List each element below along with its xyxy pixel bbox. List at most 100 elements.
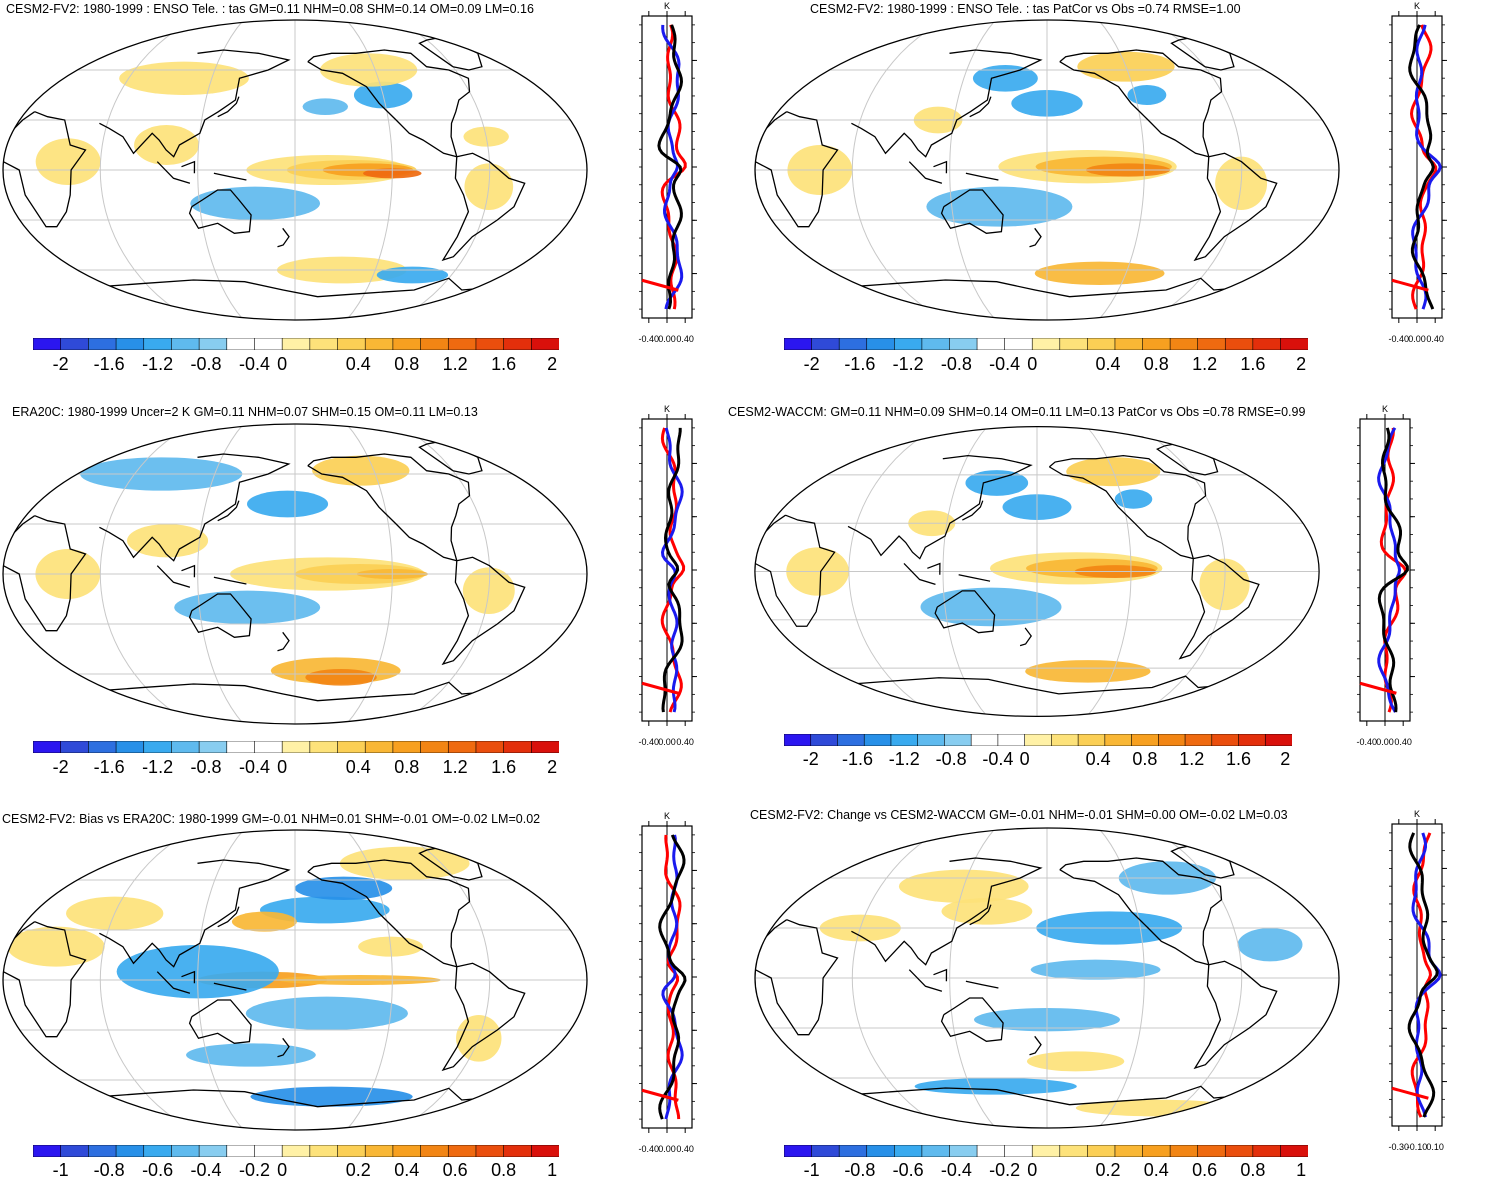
colorbar-tick-label: -0.4: [989, 354, 1021, 374]
coastline: [99, 453, 291, 562]
colorbar-swatch: [1142, 338, 1171, 350]
coastline: [99, 49, 291, 158]
coastline: [156, 565, 191, 588]
colorbar-swatch: [447, 1145, 477, 1157]
colorbar-swatch: [1280, 1145, 1308, 1157]
anomaly-region: [305, 669, 377, 686]
colorbar-tick-label: -0.8: [844, 1160, 876, 1180]
colorbar-swatch: [1087, 1145, 1116, 1157]
map-border: [754, 827, 1340, 1129]
coastline: [940, 189, 1004, 234]
colorbar-swatch: [531, 1145, 559, 1157]
coastline: [754, 514, 836, 627]
colorbar-swatch: [364, 338, 394, 350]
x-tick-label: 0.00: [1376, 737, 1394, 747]
anomaly-region: [972, 65, 1038, 92]
red-profile-spike: [1359, 681, 1397, 695]
colorbar-tick-label: 0.4: [1085, 749, 1111, 769]
coastline: [969, 904, 992, 926]
colorbar-swatch: [503, 1145, 533, 1157]
colorbar-swatch: [475, 338, 505, 350]
coastline: [933, 160, 948, 174]
coastline: [934, 590, 996, 634]
coastline: [99, 681, 503, 702]
coastline: [1059, 857, 1223, 965]
colorbar-swatch: [60, 741, 90, 753]
colorbar-swatch: [88, 1145, 117, 1157]
colorbar-tick-label: 0.4: [394, 1160, 420, 1180]
colorbar-swatch: [254, 741, 283, 753]
colorbar: [784, 1145, 1308, 1157]
anomaly-region: [1026, 1051, 1125, 1072]
coastline: [307, 465, 457, 562]
world-map: [754, 19, 1340, 321]
colorbar-swatch: [1142, 1145, 1171, 1157]
colorbar-tick-label: 2: [1280, 749, 1291, 769]
coastline: [958, 574, 991, 582]
colorbar-swatch: [392, 338, 422, 350]
unit-label: K: [1414, 1, 1420, 11]
red-profile-spike: [641, 1088, 679, 1102]
colorbar-tick-label: 0.6: [442, 1160, 468, 1180]
colorbar-swatch: [1211, 734, 1240, 746]
coastline: [1193, 152, 1278, 262]
coastline: [277, 227, 290, 248]
coastline: [965, 172, 999, 181]
colorbar-swatch: [420, 741, 450, 753]
red-profile-spike: [641, 278, 679, 292]
anomaly-region: [376, 266, 449, 284]
colorbar-tick-label: 0.4: [345, 354, 371, 374]
unit-label: K: [664, 404, 670, 414]
colorbar-swatch: [337, 741, 367, 753]
black-profile-line: [1407, 832, 1439, 1118]
colorbar-swatch: [337, 338, 367, 350]
colorbar-swatch: [1031, 1145, 1061, 1157]
colorbar: [33, 338, 559, 350]
coastline: [307, 871, 457, 968]
colorbar-swatch: [784, 1145, 813, 1157]
colorbar-swatch: [866, 338, 896, 350]
colorbar-tick-label: 0.8: [1240, 1160, 1266, 1180]
colorbar-swatch: [1059, 1145, 1089, 1157]
coastline: [213, 982, 247, 991]
x-tick-label: -0.40: [639, 1144, 660, 1154]
colorbar-tick-label: 0: [277, 1160, 288, 1180]
colorbar-swatch: [115, 741, 145, 753]
coastline: [1048, 454, 1207, 559]
colorbar-tick-label: -1: [52, 1160, 69, 1180]
colorbar-tick-label: 0: [277, 757, 288, 777]
anomaly-region: [941, 898, 1033, 925]
colorbar-tick-label: -1.6: [842, 749, 874, 769]
world-map: [2, 19, 588, 321]
colorbar-swatch: [33, 338, 62, 350]
coastline: [156, 161, 191, 184]
colorbar-tick-label: -1.6: [93, 354, 125, 374]
colorbar-swatch: [1131, 734, 1160, 746]
colorbar-swatch: [921, 338, 951, 350]
colorbar-swatch: [143, 338, 173, 350]
colorbar-swatch: [531, 741, 559, 753]
coastline: [903, 563, 936, 585]
coastline: [1178, 554, 1260, 660]
colorbar-swatch: [810, 734, 839, 746]
colorbar-swatch: [309, 741, 339, 753]
colorbar-tick-label: 1.6: [1226, 749, 1252, 769]
coastline: [1059, 49, 1223, 157]
zonal-mean-plot: 60N30N030S60S-0.400.000.40K: [1357, 404, 1415, 747]
colorbar-swatch: [1004, 338, 1034, 350]
coastline: [3, 921, 87, 1038]
colorbar: [33, 741, 559, 753]
anomaly-region: [186, 1043, 316, 1067]
colorbar-tick-label: 1: [1296, 1160, 1307, 1180]
coastline: [181, 564, 196, 578]
colorbar-tick-label: 2: [547, 354, 558, 374]
panel-title: CESM2-WACCM: GM=0.11 NHM=0.09 SHM=0.14 O…: [728, 405, 1306, 419]
anomaly-region: [250, 1086, 413, 1107]
anomaly-region: [1034, 261, 1165, 285]
colorbar-swatch: [1224, 338, 1254, 350]
colorbar-tick-label: 0: [1019, 749, 1030, 769]
coastline: [908, 969, 943, 992]
colorbar-tick-label: 0.8: [394, 354, 420, 374]
colorbar-tick-label: -0.4: [238, 354, 270, 374]
coastline: [969, 96, 992, 118]
